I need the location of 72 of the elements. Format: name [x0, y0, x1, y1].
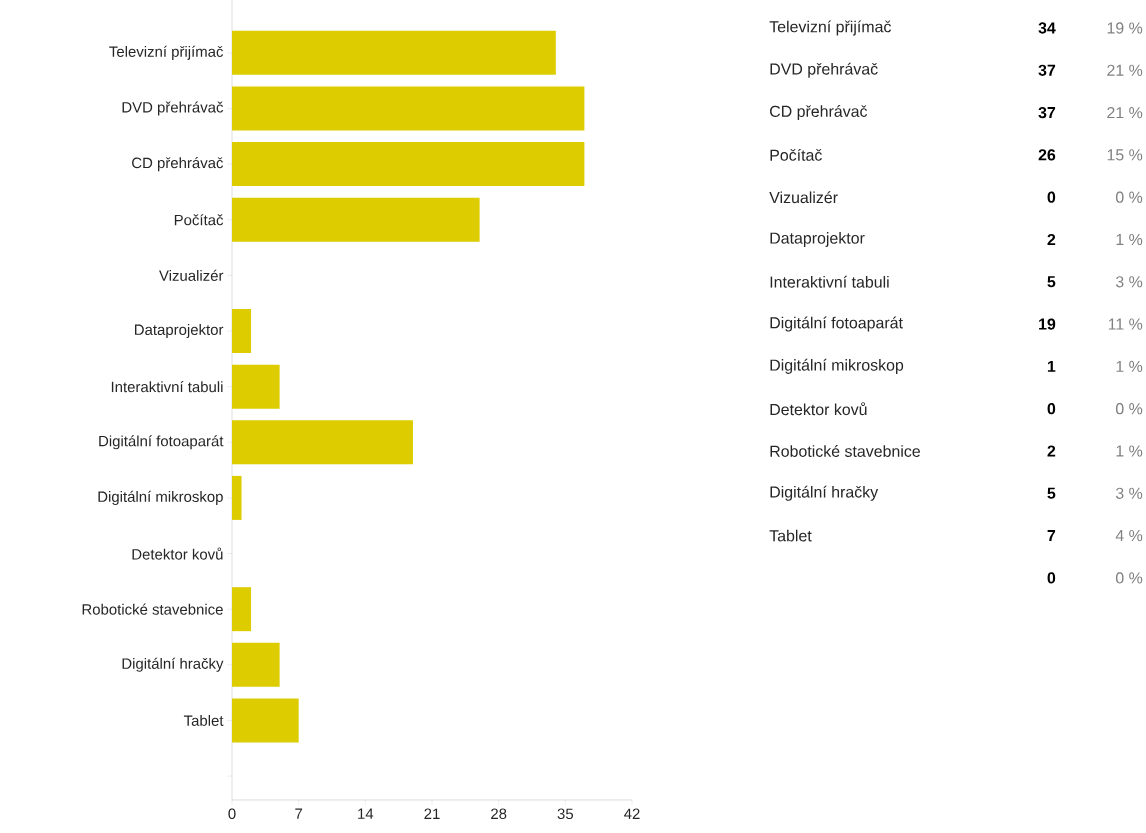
- y-tick-label: CD přehrávač: [132, 157, 224, 172]
- data-label: 1 %: [1116, 360, 1143, 372]
- category-label: Interaktivní tabuli: [770, 275, 889, 288]
- data-label: 0 %: [1115, 403, 1143, 415]
- data-label: 21 %: [1107, 106, 1143, 119]
- text: 34: [1038, 22, 1056, 34]
- bar: [232, 642, 280, 687]
- x-tick-label: 35: [557, 808, 574, 820]
- data-label: 11 %: [1108, 318, 1143, 330]
- data-label: 0 %: [1115, 572, 1143, 584]
- category-label: Dataprojektor: [770, 232, 865, 247]
- y-tick-label: Počítač: [174, 214, 224, 226]
- bar: [232, 364, 280, 409]
- category-label: DVD přehrávač: [770, 62, 878, 78]
- bar: [232, 86, 585, 131]
- x-tick-label: 21: [424, 808, 440, 819]
- data-label: 15 %: [1107, 149, 1143, 161]
- data-label: 0 %: [1115, 191, 1143, 203]
- y-tick-label: Digitální mikroskop: [98, 490, 223, 505]
- category-label: Digitální hračky: [770, 485, 879, 501]
- y-tick-label: Robotické stavebnice: [82, 603, 223, 615]
- y-tick-label: Digitální hračky: [122, 657, 224, 672]
- category-label: Detektor kovů: [770, 402, 867, 416]
- bar: [232, 698, 299, 743]
- bar: [232, 587, 252, 632]
- x-tick-label: 0: [228, 808, 236, 820]
- text: 2: [1047, 445, 1056, 457]
- category-label: Digitální fotoaparát: [770, 316, 903, 332]
- data-label: 3 %: [1115, 276, 1143, 288]
- category-label: CD přehrávač: [770, 105, 868, 121]
- text: 2: [1047, 233, 1056, 246]
- category-label: Digitální mikroskop: [770, 358, 904, 374]
- y-tick-label: Televizní přijímač: [109, 45, 224, 60]
- x-tick-label: 42: [624, 808, 640, 819]
- bar: [232, 420, 413, 465]
- text: 5: [1047, 487, 1056, 499]
- text: 0: [1047, 572, 1056, 584]
- y-tick-label: Digitální fotoaparát: [99, 435, 224, 450]
- text: 0: [1047, 191, 1056, 203]
- bar: [232, 142, 585, 187]
- text: 1: [1047, 360, 1056, 372]
- y-tick-label: Dataprojektor: [135, 324, 224, 338]
- bar: [232, 309, 252, 354]
- data-label: 3 %: [1115, 487, 1143, 499]
- bar: [232, 475, 242, 520]
- data-label: 21 %: [1107, 64, 1143, 76]
- category-label: Počítač: [770, 148, 822, 161]
- y-tick-label: Interaktivní tabuli: [111, 381, 223, 393]
- text: 19: [1039, 318, 1056, 330]
- text: 7: [1047, 530, 1056, 542]
- y-tick-label: Tablet: [183, 714, 224, 726]
- x-tick-label: 7: [295, 808, 303, 819]
- text: 37: [1038, 64, 1056, 76]
- text: 37: [1038, 106, 1056, 119]
- data-label: 19 %: [1107, 22, 1143, 34]
- category-label: Televizní přijímač: [769, 20, 891, 36]
- text: 26: [1038, 149, 1056, 161]
- category-label: Vizualizér: [769, 191, 838, 204]
- x-tick-label: 14: [358, 808, 374, 819]
- x-tick-label: 28: [491, 808, 507, 820]
- y-tick-label: DVD přehrávač: [122, 101, 224, 116]
- text: 5: [1047, 276, 1056, 288]
- category-label: Tablet: [769, 529, 812, 542]
- bar: [232, 30, 556, 75]
- data-label: 4 %: [1115, 530, 1143, 542]
- text: 0: [1047, 403, 1056, 415]
- y-tick-label: Detektor kovů: [132, 547, 223, 560]
- category-label: Robotické stavebnice: [770, 445, 920, 457]
- bar: [232, 197, 480, 242]
- y-tick-label: Vizualizér: [159, 269, 224, 281]
- data-label: 1 %: [1116, 445, 1143, 457]
- data-label: 1 %: [1116, 233, 1143, 246]
